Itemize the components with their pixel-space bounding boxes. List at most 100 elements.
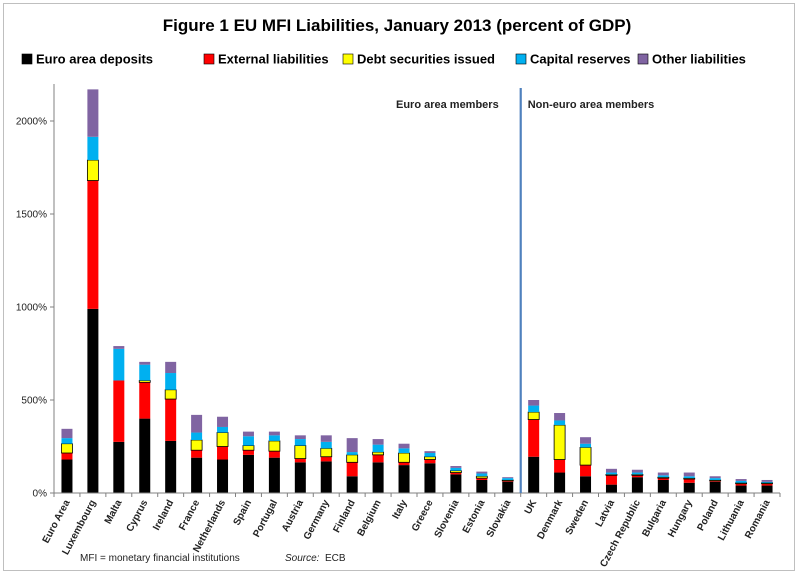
bar-segment — [165, 440, 177, 493]
bar-segment — [554, 413, 566, 421]
bar-segment — [113, 380, 125, 442]
bar-segment — [268, 431, 280, 436]
bar-segment — [242, 454, 254, 493]
bar-segment — [139, 382, 151, 419]
bar-segment — [605, 475, 617, 485]
x-tick-label: Romania — [743, 498, 773, 541]
chart-frame: Figure 1 EU MFI Liabilities, January 201… — [3, 3, 795, 571]
bar-segment — [86, 159, 99, 181]
bar-segment — [605, 472, 617, 475]
legend-label: Capital reserves — [530, 52, 630, 67]
bar-segment — [113, 441, 125, 493]
bar-segment — [320, 441, 332, 449]
bar-segment — [164, 389, 177, 400]
x-tick-label: Slovenia — [433, 498, 462, 540]
bar-segment — [372, 454, 384, 463]
footnote-note: MFI = monetary financial institutions — [80, 553, 240, 564]
bar-segment — [165, 373, 177, 390]
bar-segment — [449, 470, 462, 473]
bar-segment — [139, 364, 151, 381]
bar-segment — [242, 450, 254, 455]
bar-segment — [346, 438, 358, 453]
bar-segment — [761, 481, 773, 483]
x-tick-label: France — [177, 498, 202, 533]
legend-swatch — [515, 53, 527, 65]
bar-segment — [191, 414, 203, 433]
bar-segment — [761, 479, 773, 482]
bar-segment — [268, 435, 280, 441]
bar-segment — [761, 483, 773, 486]
bar-stack — [268, 431, 281, 493]
bar-segment — [450, 474, 462, 493]
legend-label: Euro area deposits — [36, 52, 153, 67]
bar-stack — [683, 472, 696, 493]
legend-label: Debt securities issued — [357, 52, 495, 67]
bar-segment — [476, 473, 488, 477]
annotations: Euro area members Non-euro area members — [396, 88, 654, 493]
bar-segment — [87, 136, 99, 161]
bar-stack — [605, 468, 618, 493]
x-tick-label: Slovakia — [485, 498, 514, 539]
bar-segment — [475, 475, 488, 479]
x-tick-label: Austria — [280, 498, 306, 534]
bar-segment — [657, 479, 669, 493]
y-tick-label: 1500% — [16, 210, 47, 221]
x-tick-label: Bulgaria — [640, 498, 669, 539]
bar-segment — [190, 439, 203, 451]
bar-segment — [268, 440, 281, 452]
legend-swatch — [637, 53, 649, 65]
bar-stack — [579, 437, 592, 493]
footnote: MFI = monetary financial institutions So… — [80, 553, 346, 564]
bar-segment — [294, 445, 307, 459]
bar-stack — [475, 471, 488, 493]
bar-stack — [501, 477, 514, 493]
bar-segment — [87, 308, 99, 493]
bar-stack — [735, 479, 748, 493]
bar-segment — [450, 472, 462, 475]
bar-segment — [476, 478, 488, 480]
bar-segment — [683, 472, 695, 477]
bar-segment — [138, 380, 151, 383]
bar-segment — [605, 473, 618, 476]
legend-swatch — [21, 53, 33, 65]
bars — [61, 89, 773, 493]
bar-stack — [164, 361, 177, 493]
bar-segment — [502, 478, 514, 480]
bar-stack — [449, 466, 462, 493]
legend: Euro area deposits External liabilities De… — [21, 52, 746, 67]
chart-title: Figure 1 EU MFI Liabilities, January 201… — [163, 16, 632, 35]
bar-segment — [398, 462, 410, 466]
bar-segment — [657, 472, 669, 476]
x-tick-label: Italy — [391, 498, 410, 521]
x-tick-label: Belgium — [356, 498, 384, 538]
bar-segment — [268, 451, 280, 458]
bar-segment — [372, 462, 384, 493]
bar-stack — [527, 400, 540, 493]
bar-segment — [657, 476, 670, 479]
bar-segment — [580, 443, 592, 448]
annotation-euro-area: Euro area members — [396, 99, 499, 111]
bar-segment — [683, 482, 695, 493]
bar-segment — [450, 467, 462, 471]
bar-segment — [217, 446, 229, 460]
bar-segment — [580, 476, 592, 493]
bar-segment — [528, 456, 540, 493]
bar-segment — [554, 472, 566, 493]
bar-segment — [709, 480, 721, 482]
x-tick-label: Denmark — [535, 498, 565, 541]
y-tick-label: 500% — [21, 396, 47, 407]
bar-segment — [113, 348, 125, 381]
bar-segment — [657, 478, 669, 480]
bar-segment — [657, 475, 669, 478]
bar-stack — [553, 413, 566, 493]
bar-segment — [735, 485, 747, 493]
bar-segment — [217, 416, 229, 427]
bar-segment — [424, 463, 436, 493]
bar-stack — [61, 428, 73, 493]
bar-stack — [398, 443, 410, 493]
footnote-source-label: Source: — [285, 553, 320, 564]
bar-segment — [527, 411, 540, 420]
bar-segment — [320, 456, 332, 462]
legend-item: Other liabilities — [637, 52, 746, 67]
x-tick-label: Greece — [410, 498, 436, 533]
